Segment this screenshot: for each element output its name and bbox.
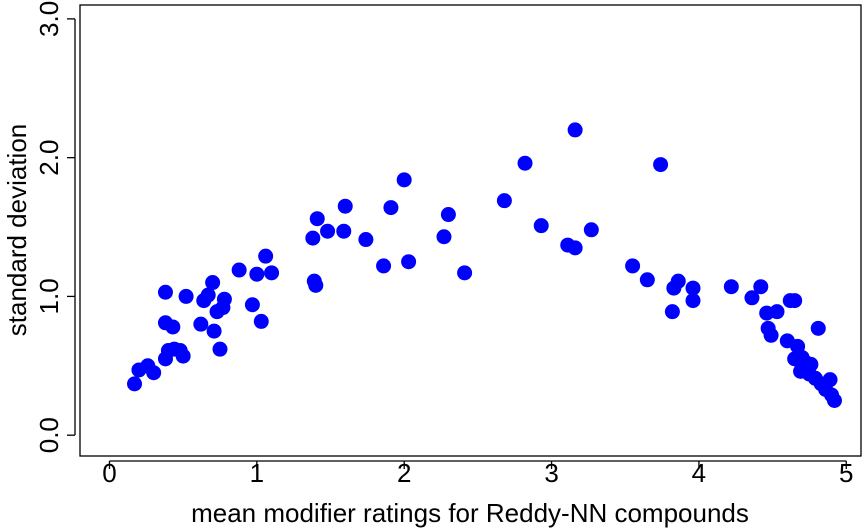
data-point — [320, 223, 336, 239]
y-tick-label: 3.0 — [34, 1, 64, 37]
data-point — [625, 258, 641, 274]
data-point — [744, 290, 760, 306]
y-tick-label: 2.0 — [34, 140, 64, 176]
data-point — [193, 316, 209, 332]
data-point — [753, 279, 769, 295]
data-point — [336, 223, 352, 239]
data-point — [401, 254, 417, 270]
data-point — [496, 193, 512, 209]
data-point — [769, 304, 785, 320]
data-point — [258, 248, 274, 264]
x-tick-label: 5 — [839, 458, 853, 488]
y-tick-label: 1.0 — [34, 278, 64, 314]
data-point — [175, 348, 191, 364]
data-point — [583, 222, 599, 238]
data-point — [127, 376, 143, 392]
data-point — [206, 323, 222, 339]
data-point — [376, 258, 392, 274]
data-point — [200, 287, 216, 303]
data-point — [308, 277, 324, 293]
data-point — [685, 280, 701, 296]
data-point — [157, 284, 173, 300]
y-tick-label: 0.0 — [34, 417, 64, 453]
data-point — [810, 320, 826, 336]
data-point — [653, 157, 669, 173]
data-point — [216, 291, 232, 307]
data-point — [212, 341, 228, 357]
data-point — [822, 372, 838, 388]
data-point — [533, 218, 549, 234]
data-point — [670, 273, 686, 289]
x-tick-label: 2 — [397, 458, 411, 488]
data-point — [639, 272, 655, 288]
data-point — [803, 356, 819, 372]
data-point — [249, 266, 265, 282]
data-point — [787, 293, 803, 309]
x-tick-label: 4 — [692, 458, 706, 488]
data-point — [685, 293, 701, 309]
data-point — [305, 230, 321, 246]
x-axis-label: mean modifier ratings for Reddy-NN compo… — [191, 498, 749, 528]
data-point — [664, 304, 680, 320]
data-point — [396, 172, 412, 188]
data-point — [309, 211, 325, 227]
data-point — [231, 262, 247, 278]
data-points — [127, 122, 842, 408]
data-point — [440, 207, 456, 223]
data-point — [457, 265, 473, 281]
data-point — [253, 313, 269, 329]
x-tick-label: 0 — [102, 458, 116, 488]
data-point — [244, 297, 260, 313]
data-point — [723, 279, 739, 295]
data-point — [567, 122, 583, 138]
y-axis-label: standard deviation — [2, 124, 32, 336]
data-point — [165, 319, 181, 335]
data-point — [337, 198, 353, 214]
plot-frame — [79, 4, 862, 457]
data-point — [826, 392, 842, 408]
x-tick-label: 3 — [544, 458, 558, 488]
data-point — [178, 288, 194, 304]
data-point — [358, 232, 374, 248]
data-point — [146, 365, 162, 381]
data-point — [436, 229, 452, 245]
data-point — [383, 200, 399, 216]
data-point — [567, 240, 583, 256]
data-point — [264, 265, 280, 281]
axes: 0 1 2 3 4 5 0.0 1.0 2.0 3.0 — [34, 1, 853, 488]
data-point — [517, 155, 533, 171]
data-point — [205, 275, 221, 291]
data-point — [763, 327, 779, 343]
x-tick-label: 1 — [250, 458, 264, 488]
